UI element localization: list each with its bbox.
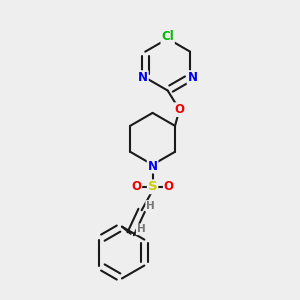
Text: N: N xyxy=(188,71,197,84)
Text: O: O xyxy=(131,180,141,193)
Text: O: O xyxy=(174,103,184,116)
Text: N: N xyxy=(138,71,148,84)
Text: Cl: Cl xyxy=(161,30,174,44)
Text: N: N xyxy=(148,160,158,173)
Text: H: H xyxy=(146,201,155,211)
Text: S: S xyxy=(148,180,158,193)
Text: O: O xyxy=(164,180,174,193)
Text: H: H xyxy=(136,224,146,234)
